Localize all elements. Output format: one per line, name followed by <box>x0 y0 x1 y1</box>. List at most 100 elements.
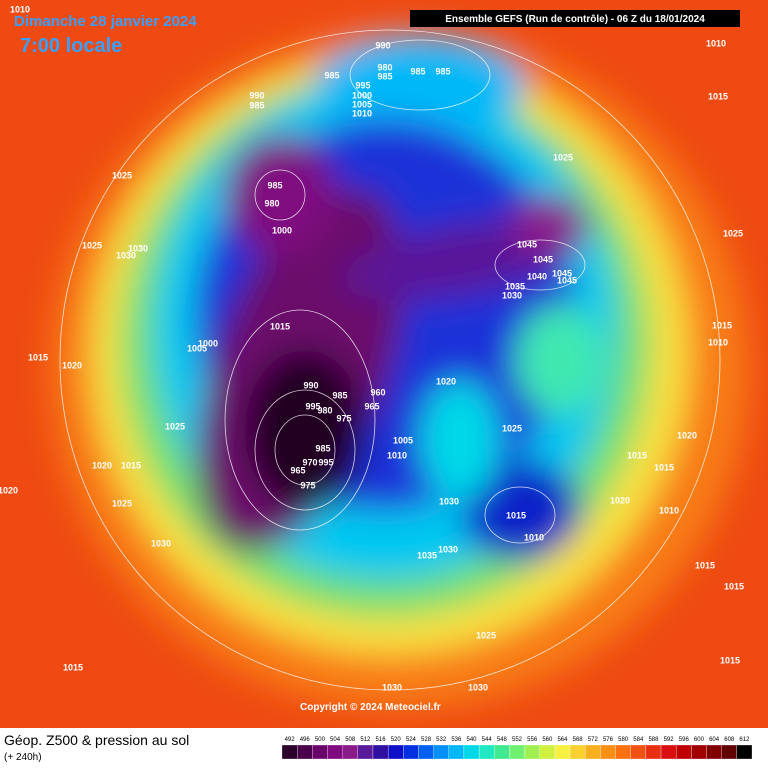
pressure-label: 1030 <box>468 682 488 692</box>
pressure-label: 1025 <box>723 228 743 238</box>
pressure-label: 1010 <box>352 108 372 118</box>
scale-label: 536 <box>451 737 462 743</box>
pressure-label: 1010 <box>387 450 407 460</box>
footer-title: Géop. Z500 & pression au sol <box>4 732 189 748</box>
pressure-label: 1010 <box>706 38 726 48</box>
scale-label: 564 <box>557 737 568 743</box>
scale-swatch <box>585 744 601 760</box>
pressure-label: 1000 <box>198 338 218 348</box>
pressure-label: 1020 <box>436 376 456 386</box>
pressure-label: 1010 <box>708 337 728 347</box>
scale-label: 552 <box>512 737 523 743</box>
scale-swatch <box>539 744 556 760</box>
pressure-label: 965 <box>290 465 305 475</box>
pressure-label: 1045 <box>552 268 572 278</box>
pressure-label: 1025 <box>553 152 573 162</box>
pressure-label: 1030 <box>382 682 402 692</box>
scale-label: 596 <box>679 737 690 743</box>
pressure-label: 1015 <box>121 460 141 470</box>
pressure-label: 980 <box>264 198 279 208</box>
scale-label: 508 <box>345 737 356 743</box>
scale-label: 584 <box>633 737 644 743</box>
pressure-label: 1025 <box>112 498 132 508</box>
pressure-label: 1015 <box>708 91 728 101</box>
scale-label: 556 <box>527 737 538 743</box>
scale-label: 548 <box>497 737 508 743</box>
pressure-label: 990 <box>303 380 318 390</box>
scale-label: 524 <box>406 737 417 743</box>
pressure-label: 1005 <box>187 343 207 353</box>
scale-swatch <box>403 744 419 760</box>
pressure-label: 1020 <box>610 495 630 505</box>
scale-swatch <box>357 744 374 760</box>
scale-label: 492 <box>285 737 296 743</box>
copyright: Copyright © 2024 Meteociel.fr <box>300 702 441 713</box>
scale-label: 500 <box>315 737 326 743</box>
pressure-label: 1005 <box>393 435 413 445</box>
pressure-label: 1030 <box>502 290 522 300</box>
scale-swatch <box>281 744 298 760</box>
scale-swatch <box>736 744 753 760</box>
scale-swatch <box>463 744 480 760</box>
scale-label: 612 <box>739 737 750 743</box>
scale-swatch <box>524 744 540 760</box>
pressure-label: 1030 <box>116 250 136 260</box>
pressure-label: 1015 <box>506 510 526 520</box>
scale-swatch <box>660 744 677 760</box>
scale-label: 592 <box>664 737 675 743</box>
scale-label: 516 <box>376 737 387 743</box>
scale-swatch <box>297 744 313 760</box>
pressure-label: 1000 <box>352 90 372 100</box>
scale-label: 520 <box>391 737 402 743</box>
run-box <box>410 10 740 27</box>
pressure-label: 1045 <box>517 239 537 249</box>
pressure-label: 1035 <box>505 281 525 291</box>
time-title: 7:00 locale <box>20 35 122 57</box>
scale-swatch <box>509 744 525 760</box>
pressure-label: 1005 <box>352 99 372 109</box>
scale-swatch <box>387 744 404 760</box>
pressure-label: 985 <box>324 70 339 80</box>
pressure-label: 1025 <box>82 240 102 250</box>
scale-label: 532 <box>436 737 447 743</box>
scale-label: 512 <box>360 737 371 743</box>
scale-swatch <box>342 744 358 760</box>
pressure-label: 1040 <box>527 271 547 281</box>
scale-label: 496 <box>300 737 311 743</box>
scale-swatch <box>478 744 495 760</box>
scale-swatch <box>615 744 631 760</box>
pressure-label: 990 <box>375 40 390 50</box>
scale-swatch <box>372 744 389 760</box>
pressure-label: 960 <box>370 387 385 397</box>
scale-swatch <box>721 744 737 760</box>
scale-swatch <box>600 744 616 760</box>
pressure-label: 1015 <box>712 320 732 330</box>
pressure-label: 1025 <box>112 170 132 180</box>
pressure-label: 995 <box>318 457 333 467</box>
footer-lead: (+ 240h) <box>4 752 42 763</box>
pressure-label: 985 <box>332 390 347 400</box>
pressure-label: 1045 <box>557 275 577 285</box>
pressure-label: 1010 <box>10 4 30 14</box>
pressure-label: 1030 <box>128 243 148 253</box>
scale-label: 580 <box>618 737 629 743</box>
scale-swatch <box>433 744 449 760</box>
pressure-label: 995 <box>305 401 320 411</box>
pressure-label: 985 <box>267 180 282 190</box>
scale-label: 504 <box>330 737 341 743</box>
pressure-label: 1015 <box>63 662 83 672</box>
scale-swatch <box>706 744 722 760</box>
scale-swatch <box>676 744 692 760</box>
scale-swatch <box>448 744 465 760</box>
pressure-label: 1015 <box>654 462 674 472</box>
scale-swatch <box>327 744 343 760</box>
pressure-label: 985 <box>249 100 264 110</box>
pressure-label: 985 <box>377 71 392 81</box>
scale-label: 608 <box>724 737 735 743</box>
scale-swatch <box>569 744 586 760</box>
pressure-label: 985 <box>435 66 450 76</box>
pressure-label: 1030 <box>439 496 459 506</box>
pressure-label: 1015 <box>720 655 740 665</box>
